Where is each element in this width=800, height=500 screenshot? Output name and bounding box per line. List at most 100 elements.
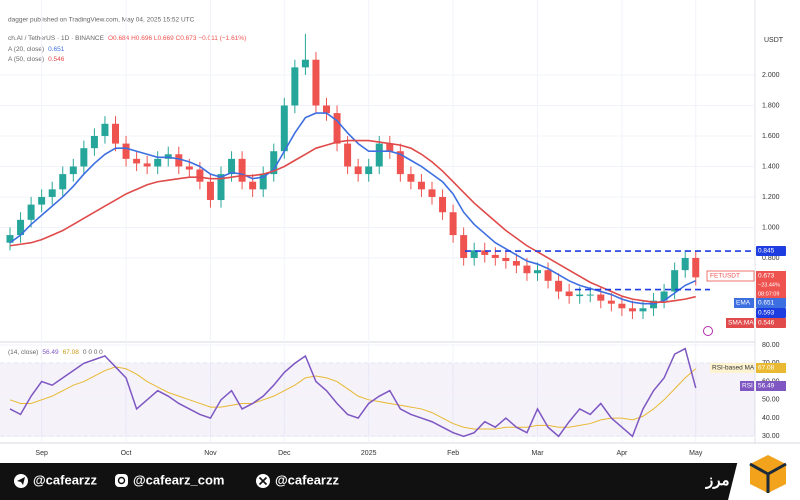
- y-tick-label: 1.800: [762, 102, 780, 109]
- series-value: 67.08: [758, 365, 775, 372]
- candle-body: [586, 294, 594, 296]
- x-tick-label: Sep: [35, 450, 48, 457]
- logo-cube-edges: [749, 462, 787, 493]
- candle-body: [544, 270, 552, 281]
- series-tag: SMA:MA: [728, 320, 754, 327]
- rsi-legend-name: (14, close): [8, 349, 38, 356]
- x-tick-label: Mar: [531, 450, 544, 457]
- candle-body: [555, 280, 563, 292]
- candle-body: [48, 189, 56, 197]
- candle-body: [417, 181, 425, 190]
- candle-body: [502, 257, 510, 262]
- published-note: dagger published on TradingView.com, May…: [8, 17, 195, 24]
- series-tag: EMA: [736, 300, 751, 307]
- moving-average-line: [9, 112, 697, 305]
- candle-body: [90, 135, 98, 149]
- series-tag-box: [740, 381, 754, 391]
- symbol-line: ch.AI / TetherUS · 1D · BINANCE O0.684 H0…: [8, 35, 246, 42]
- series-value-box: [756, 363, 786, 373]
- series-value-box: [756, 381, 786, 391]
- symbol-tag: FETUSDT: [710, 273, 740, 280]
- footer-handle: @cafearzz: [275, 472, 339, 487]
- x-glyph: [258, 476, 268, 486]
- x-tick-label: 2025: [361, 450, 377, 457]
- candle-body: [439, 196, 447, 213]
- candle-body: [185, 166, 193, 170]
- candle-body: [27, 204, 35, 220]
- candle-body: [59, 174, 67, 190]
- unit-label: USDT: [764, 37, 784, 44]
- candle-body: [354, 166, 362, 175]
- candle-body: [365, 166, 373, 175]
- candle-body: [175, 154, 183, 167]
- price-label-box: [756, 246, 786, 256]
- series-value-box: [756, 318, 786, 328]
- y-tick-label: 80.00: [762, 342, 780, 349]
- series-value: 0.546: [758, 320, 775, 327]
- series-value: 0.651: [758, 300, 775, 307]
- series-tag: RSI: [742, 383, 753, 390]
- candle-body: [481, 250, 489, 255]
- sma-legend-value: 0.546: [48, 56, 65, 63]
- x-tick-label: Nov: [204, 450, 217, 457]
- candle-body: [470, 250, 478, 258]
- candle-body: [681, 257, 689, 271]
- y-tick-label: 1.200: [762, 194, 780, 201]
- candle-body: [17, 219, 25, 236]
- countdown-label: 08:07:09: [758, 291, 779, 297]
- background: [0, 0, 800, 463]
- candle-body: [639, 308, 647, 312]
- moving-average-line: [9, 139, 696, 303]
- candle-body: [259, 174, 267, 190]
- rsi-legend: (14, close) 56.49 67.08 0 0 0 0: [8, 349, 103, 356]
- candle-body: [671, 270, 679, 292]
- candle-body: [512, 261, 520, 266]
- candle-body: [69, 166, 77, 175]
- series-tag-box: [726, 318, 754, 328]
- instagram-icon: [115, 474, 128, 487]
- candle-body: [228, 158, 236, 175]
- series-tag: RSI-based MA: [712, 365, 755, 372]
- candle-body: [534, 270, 541, 274]
- indicator-line: [9, 347, 697, 438]
- series-value-box: [756, 298, 786, 308]
- price-label-box: [756, 308, 786, 318]
- candle-body: [523, 265, 531, 274]
- rsi-ma-legend-value: 67.08: [63, 349, 80, 356]
- candle-body: [238, 158, 246, 182]
- ema-legend: A (20, close) 0.651: [8, 46, 65, 53]
- y-tick-label: 0.800: [762, 255, 780, 262]
- price-label: 0.593: [758, 310, 775, 317]
- candle-body: [491, 254, 499, 258]
- last-price: 0.673: [758, 273, 775, 280]
- plot-area: 0.800 1.000 1.200 1.400 1.600 1.800 2.000 Sep Oc…: [0, 0, 786, 457]
- series-value: 56.49: [758, 383, 775, 390]
- telegram-glyph: [17, 477, 25, 485]
- candle-body: [112, 123, 119, 144]
- series-tag-box: [734, 298, 754, 308]
- rsi-legend-extra: 0 0 0 0: [83, 349, 103, 356]
- candle-body: [428, 189, 436, 197]
- x-tick-label: Apr: [616, 450, 628, 457]
- candle-body: [344, 143, 352, 167]
- candle-body: [217, 174, 225, 201]
- symbol: ch.AI / TetherUS · 1D · BINANCE: [8, 35, 105, 42]
- candle-body: [628, 308, 636, 312]
- last-price-box: [756, 271, 786, 300]
- x-tick-label: May: [689, 450, 703, 457]
- indicator-line: [9, 366, 697, 430]
- x-tick-label: Oct: [121, 450, 132, 457]
- candle-body: [206, 181, 214, 201]
- candle-body: [396, 151, 404, 175]
- candle-body: [312, 59, 320, 106]
- y-tick-label: 50.00: [762, 397, 780, 404]
- candle-body: [607, 300, 615, 304]
- candle-body: [386, 143, 394, 152]
- instagram-glyph: [117, 476, 126, 485]
- candle-body: [38, 196, 46, 205]
- candle-body: [375, 143, 383, 167]
- candle-body: [80, 148, 88, 167]
- candle-body: [101, 123, 109, 136]
- x-tick-label: Feb: [447, 450, 459, 457]
